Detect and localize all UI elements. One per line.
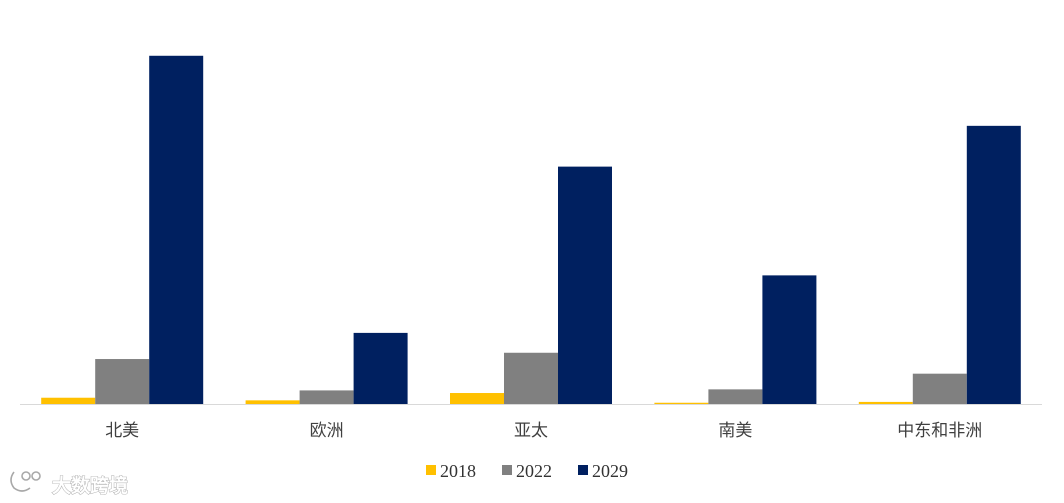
bar-2022-4 (912, 373, 967, 404)
category-label: 北美 (105, 421, 139, 441)
bar-2018-1 (245, 400, 300, 404)
watermark-logo-icon (10, 471, 41, 492)
category-labels: 北美 欧洲 亚太 南美 中东和非洲 (105, 421, 982, 441)
bar-2029-0 (149, 55, 204, 405)
bar-2018-2 (450, 393, 504, 404)
bar-2018-4 (858, 401, 913, 404)
bar-2029-4 (966, 125, 1021, 404)
category-label: 中东和非洲 (897, 421, 982, 441)
category-label: 南美 (718, 421, 752, 441)
bar-2029-1 (353, 332, 408, 404)
bar-2029-2 (558, 166, 612, 404)
legend-label-2018: 2018 (440, 461, 476, 481)
bar-2018-3 (654, 402, 709, 404)
legend-label-2029: 2029 (592, 461, 628, 481)
category-label: 亚太 (514, 421, 548, 441)
legend-swatch-2029 (578, 465, 588, 475)
bar-2022-1 (299, 390, 354, 404)
bars-layer (41, 55, 1021, 405)
legend-label-2022: 2022 (516, 461, 552, 481)
legend: 2018 2022 2029 (426, 461, 628, 481)
bar-2022-2 (504, 352, 558, 404)
bar-2018-0 (41, 397, 96, 404)
bar-2022-3 (708, 389, 763, 404)
category-label: 欧洲 (310, 421, 344, 441)
legend-swatch-2022 (502, 465, 512, 475)
legend-swatch-2018 (426, 465, 436, 475)
watermark: 大数跨境 (10, 471, 128, 497)
watermark-text: 大数跨境 (52, 474, 128, 497)
bar-2022-0 (95, 359, 150, 404)
bar-2029-3 (762, 275, 817, 404)
